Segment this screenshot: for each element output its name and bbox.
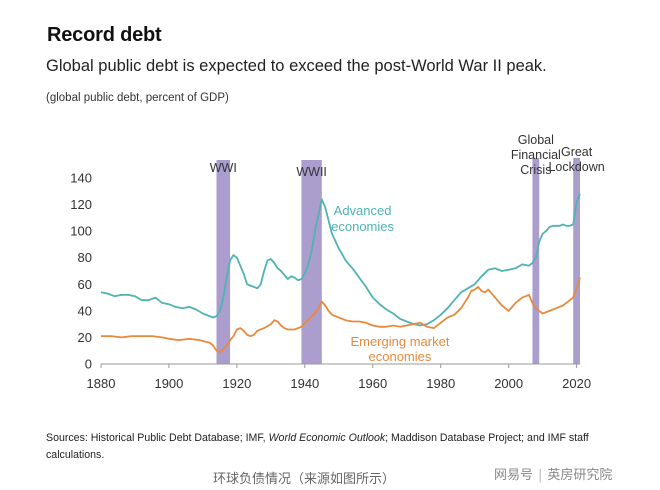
period-label-great-lockdown-1: Lockdown: [548, 160, 604, 174]
y-tick-label-60: 60: [78, 277, 92, 292]
watermark-right: 英房研究院: [547, 468, 613, 483]
y-tick-label-80: 80: [78, 250, 92, 265]
y-tick-label-40: 40: [78, 303, 92, 318]
source-prefix: Sources: Historical Public Debt Database…: [46, 432, 269, 444]
source-suffix: ; Maddison Database Project; and IMF sta…: [46, 432, 589, 461]
x-tick-label-1880: 1880: [87, 376, 116, 391]
chart-title: Record debt: [47, 24, 162, 46]
series-label-emerging-market-economies-1: economies: [369, 349, 432, 364]
x-tick-label-2020: 2020: [562, 376, 591, 391]
shaded-period-wwi: [216, 160, 231, 364]
chart-subtitle: Global public debt is expected to exceed…: [46, 57, 547, 75]
x-tick-label-2000: 2000: [494, 376, 523, 391]
period-label-great-lockdown-0: Great: [561, 145, 593, 159]
y-tick-label-140: 140: [70, 171, 92, 186]
y-tick-label-20: 20: [78, 330, 92, 345]
x-tick-label-1920: 1920: [222, 376, 251, 391]
y-tick-label-120: 120: [70, 197, 92, 212]
source-note: Sources: Historical Public Debt Database…: [46, 430, 626, 464]
series-line-emerging-market-economies: [101, 277, 581, 353]
image-caption: 环球负债情况（来源如图所示）: [213, 472, 396, 487]
series-label-advanced-economies-1: economies: [331, 219, 394, 234]
period-label-wwi-0: WWI: [210, 161, 237, 175]
y-tick-label-100: 100: [70, 224, 92, 239]
shaded-period-wwii: [301, 160, 322, 364]
x-tick-label-1980: 1980: [426, 376, 455, 391]
period-label-global-financial-crisis-2: Crisis: [520, 163, 551, 177]
x-tick-label-1960: 1960: [358, 376, 387, 391]
period-label-wwii-0: WWII: [296, 165, 327, 179]
x-tick-label-1940: 1940: [290, 376, 319, 391]
series-label-emerging-market-economies-0: Emerging market: [350, 334, 449, 349]
watermark-left: 网易号: [494, 468, 534, 483]
watermark-separator: |: [538, 468, 543, 483]
shaded-period-great-lockdown: [573, 158, 580, 364]
unit-label: (global public debt, percent of GDP): [46, 92, 229, 104]
watermark: 网易号 | 英房研究院: [494, 464, 612, 483]
period-label-global-financial-crisis-1: Financial: [511, 148, 561, 162]
series-label-advanced-economies-0: Advanced: [334, 203, 392, 218]
y-tick-label-0: 0: [85, 357, 92, 372]
series-line-advanced-economies: [100, 193, 581, 327]
period-label-global-financial-crisis-0: Global: [518, 133, 554, 147]
source-italic: World Economic Outlook: [268, 432, 386, 444]
x-tick-label-1900: 1900: [154, 376, 183, 391]
shaded-period-global-financial-crisis: [532, 158, 540, 364]
